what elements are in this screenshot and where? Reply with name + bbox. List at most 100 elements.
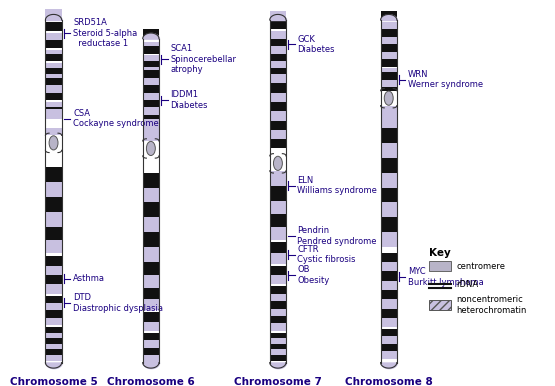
Bar [270,83,286,93]
Bar [270,61,286,68]
Bar [381,351,397,359]
Bar [143,61,159,66]
Bar [46,266,62,275]
Bar [270,213,286,227]
Bar [270,46,286,54]
Bar [270,316,286,323]
Bar [46,197,62,212]
Bar [381,22,397,29]
Bar [143,46,159,54]
Bar [143,107,159,115]
Text: rDNA: rDNA [456,280,478,289]
Text: Chromosome 6: Chromosome 6 [107,377,195,386]
Bar [46,74,62,80]
Bar [381,59,397,66]
Bar [46,54,62,61]
Bar [46,167,62,182]
Bar [270,186,286,201]
Bar [270,286,286,294]
Bar [381,158,397,173]
Bar [46,182,62,197]
Bar [270,275,286,284]
Bar [381,143,397,158]
Bar [143,333,159,340]
Text: WRN
Werner syndrome: WRN Werner syndrome [408,70,483,89]
Bar [381,318,397,327]
Bar [429,300,451,310]
Bar [46,227,62,240]
Bar [270,308,286,316]
Ellipse shape [274,156,282,170]
Bar [381,217,397,232]
Bar [381,344,397,351]
Bar [143,348,159,355]
Bar [381,299,397,308]
Text: noncentromeric
heterochromatin: noncentromeric heterochromatin [456,295,527,315]
Bar [143,217,159,232]
Bar [143,322,159,331]
Bar [270,227,286,240]
Bar [46,327,62,333]
Bar [270,171,286,186]
Bar [46,275,62,284]
Bar [46,338,62,344]
Bar [143,173,159,188]
Text: CFTR
Cystic fibrosis: CFTR Cystic fibrosis [297,245,356,264]
Bar [381,188,397,202]
Bar [270,266,286,275]
Text: MYC
Burkitt lymphoma: MYC Burkitt lymphoma [408,267,484,286]
Bar [381,128,397,143]
Bar [143,29,159,39]
Bar [46,212,62,227]
Bar [46,68,62,74]
Bar [381,29,397,37]
Bar [46,50,62,55]
Bar [46,93,62,100]
Bar [44,135,63,150]
Bar [429,261,451,271]
Bar [143,202,159,217]
Bar [46,63,62,68]
Bar [270,74,286,83]
Bar [270,294,286,301]
Bar [143,78,159,85]
Ellipse shape [384,91,393,105]
Bar [143,340,159,348]
Bar [381,290,397,299]
Bar [381,80,397,87]
Bar [270,338,286,344]
Bar [46,284,62,294]
Bar [270,111,286,120]
Bar [270,301,286,308]
Text: Pendrin
Pendred syndrome: Pendrin Pendred syndrome [297,226,377,245]
Bar [46,333,62,338]
Bar [143,130,159,141]
Bar [381,87,397,91]
Bar [270,102,286,111]
Bar [46,33,62,41]
Bar [143,42,159,48]
Bar [270,20,286,29]
Bar [46,296,62,303]
Bar [46,41,62,48]
Bar [381,173,397,188]
Bar [46,240,62,253]
Bar [143,85,159,93]
Bar [143,232,159,247]
Text: Key: Key [429,249,451,258]
Bar [143,188,159,202]
Bar [143,100,159,107]
Bar [143,70,159,78]
Bar [46,102,62,107]
Bar [143,288,159,299]
Bar [46,85,62,93]
Bar [143,93,159,100]
Text: Chromosome 7: Chromosome 7 [234,377,322,386]
Bar [381,281,397,290]
Bar [143,275,159,288]
Bar [46,344,62,349]
Text: OB
Obesity: OB Obesity [297,265,330,285]
Bar [46,128,62,135]
Bar [270,68,286,76]
Bar [46,303,62,310]
